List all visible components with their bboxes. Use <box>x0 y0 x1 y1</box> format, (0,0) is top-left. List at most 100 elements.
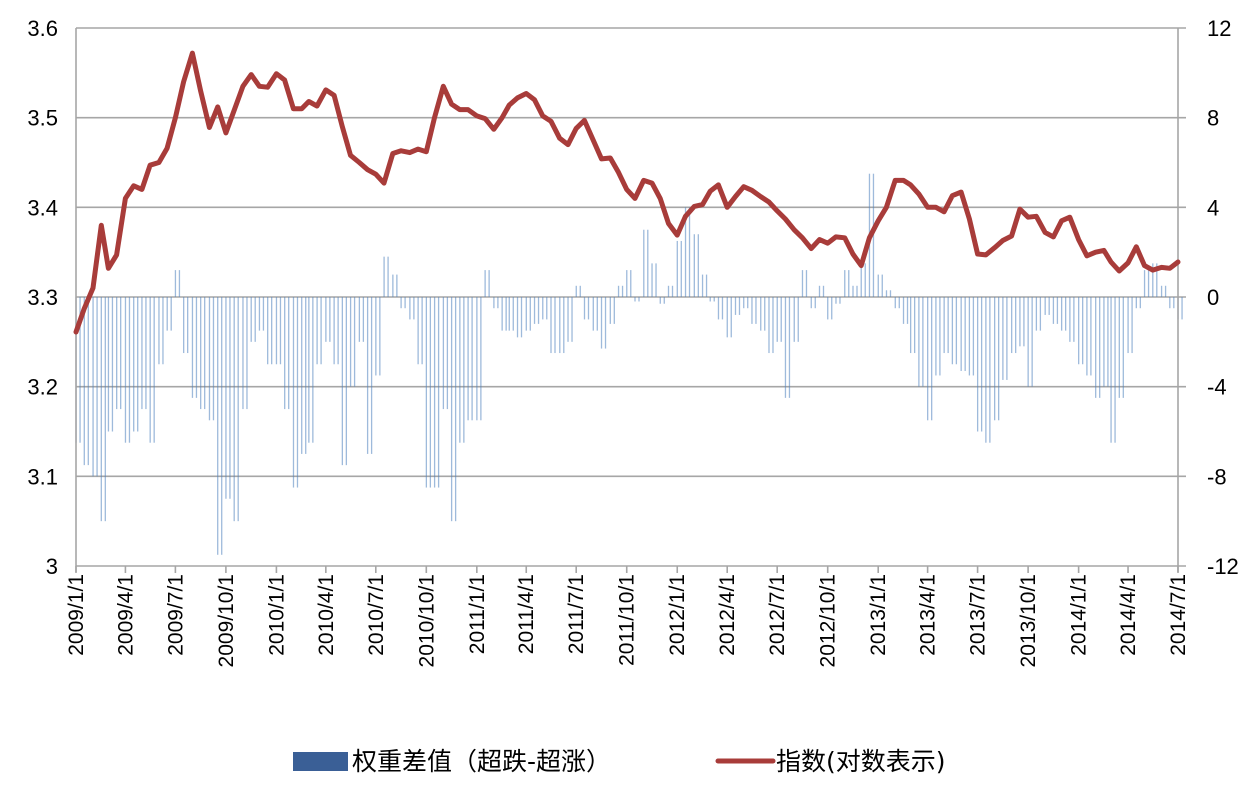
bar <box>396 274 398 297</box>
right-tick-label: -8 <box>1207 464 1227 489</box>
bar <box>288 297 290 410</box>
bar <box>998 297 1000 421</box>
bar <box>856 285 858 297</box>
bar <box>104 297 106 522</box>
bar <box>450 297 453 522</box>
bar <box>262 297 265 331</box>
bar <box>772 297 774 354</box>
bar <box>751 297 753 324</box>
weight-diff-bars <box>75 173 1183 555</box>
bar <box>275 297 278 365</box>
bar <box>83 297 85 466</box>
bar <box>1173 297 1175 309</box>
x-tick-label: 2012/4/1 <box>716 574 739 656</box>
bar <box>170 297 172 331</box>
bar <box>442 297 445 410</box>
bar <box>1006 297 1008 380</box>
bar <box>947 297 949 354</box>
bar <box>529 297 531 331</box>
bar <box>1114 297 1116 443</box>
legend-bar-label: 权重差值（超跌-超涨） <box>352 747 611 776</box>
bar <box>375 297 377 376</box>
bar <box>116 297 118 410</box>
bar <box>797 297 799 342</box>
bar <box>366 297 369 454</box>
bar <box>429 297 432 488</box>
x-tick-label: 2009/4/1 <box>114 574 137 656</box>
bar <box>250 297 252 342</box>
bar <box>831 297 833 320</box>
bar <box>960 297 962 371</box>
left-tick-label: 3.1 <box>27 464 58 489</box>
bar <box>980 297 983 432</box>
bar <box>1082 297 1084 365</box>
bar <box>964 297 966 371</box>
bar <box>505 297 507 331</box>
bar <box>484 270 486 297</box>
bar <box>191 297 194 398</box>
bar <box>793 297 795 342</box>
right-tick-label: 0 <box>1207 285 1219 310</box>
bar <box>721 297 724 320</box>
bar <box>463 297 465 443</box>
bar <box>1135 297 1137 309</box>
bar <box>316 297 318 365</box>
bar <box>638 297 640 302</box>
bar <box>1056 297 1059 324</box>
bar <box>96 297 98 477</box>
bar <box>647 229 649 297</box>
right-tick-label: 12 <box>1207 16 1231 41</box>
bar <box>149 297 151 443</box>
bar <box>200 297 202 410</box>
bar <box>730 297 732 338</box>
x-tick-label: 2011/4/1 <box>515 574 538 654</box>
bar <box>246 297 248 410</box>
bar <box>308 297 310 443</box>
bar <box>918 297 920 387</box>
bar <box>471 297 473 421</box>
bar <box>1090 297 1092 376</box>
x-tick-label: 2014/1/1 <box>1068 574 1091 656</box>
bar <box>1031 297 1033 387</box>
x-tick-label: 2013/1/1 <box>867 574 890 656</box>
bar <box>392 274 394 297</box>
bar <box>284 297 286 410</box>
bar <box>497 297 499 309</box>
bar <box>178 270 181 297</box>
bar <box>951 297 954 365</box>
bar <box>922 297 924 387</box>
bar <box>894 297 896 309</box>
x-tick-label: 2009/10/1 <box>215 574 238 667</box>
x-tick-label: 2010/7/1 <box>365 574 388 656</box>
right-tick-label: -12 <box>1207 554 1239 579</box>
bar <box>848 270 850 297</box>
bar <box>1131 297 1133 354</box>
bar <box>341 297 344 466</box>
bar <box>301 297 303 454</box>
bar <box>400 297 402 309</box>
bar <box>320 297 322 365</box>
bar <box>575 285 577 297</box>
x-tick-label: 2010/4/1 <box>315 574 338 656</box>
bar <box>145 297 147 410</box>
bar <box>242 297 244 410</box>
bar <box>1095 297 1097 398</box>
bar <box>153 297 155 443</box>
bar <box>525 297 527 331</box>
bar <box>693 234 695 297</box>
bar <box>100 297 102 522</box>
x-tick-label: 2009/1/1 <box>65 574 88 656</box>
bar <box>621 285 624 297</box>
x-tick-label: 2010/10/1 <box>415 574 438 667</box>
bar <box>909 297 912 354</box>
bar <box>943 297 945 354</box>
bar <box>881 274 883 297</box>
bar <box>643 229 645 297</box>
bar <box>617 285 620 297</box>
bar <box>852 285 854 297</box>
bar <box>533 297 536 324</box>
bar <box>107 297 110 432</box>
bar <box>844 270 846 297</box>
bar <box>604 297 607 349</box>
left-tick-label: 3.4 <box>27 195 58 220</box>
